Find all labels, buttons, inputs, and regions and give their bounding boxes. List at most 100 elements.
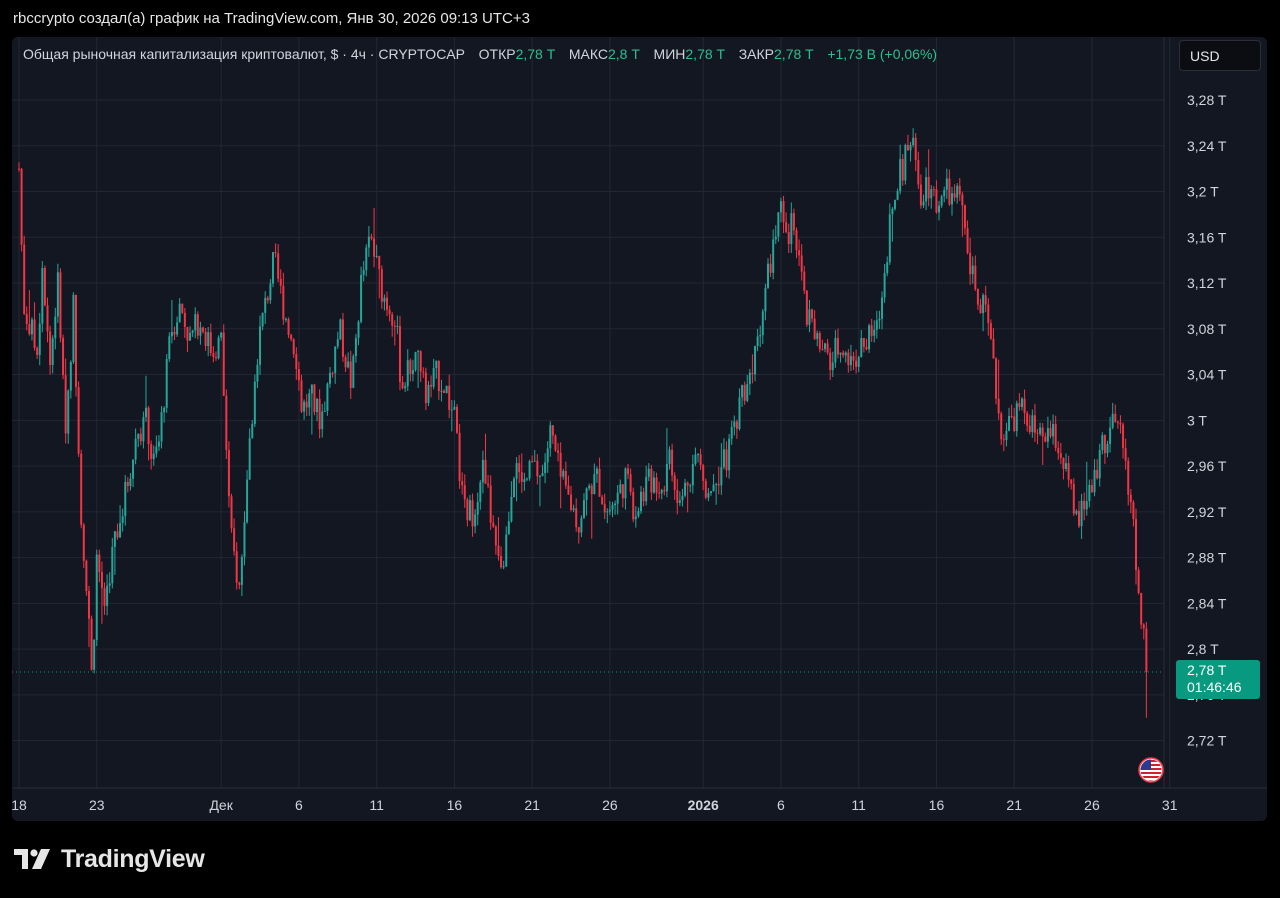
candle-body [238, 582, 241, 585]
x-tick-label: 21 [1006, 797, 1022, 813]
us-flag-event-icon[interactable] [1138, 757, 1164, 783]
candle-body [598, 468, 601, 497]
candle-body [505, 534, 508, 567]
candle-body [738, 397, 741, 429]
candle-body [541, 473, 544, 477]
candle-body [709, 491, 712, 494]
y-tick-label: 2,92 T [1187, 504, 1227, 520]
candle-body [536, 460, 539, 477]
candle-body [935, 189, 938, 213]
x-tick-label: Дек [209, 797, 233, 813]
candle-body [704, 480, 707, 498]
tradingview-logo[interactable]: TradingView [14, 843, 205, 875]
candle-body [417, 351, 420, 353]
candle-body [958, 185, 961, 195]
candle-body [108, 583, 111, 586]
candle-body [730, 426, 733, 439]
candle-body [632, 491, 635, 520]
candle-body [912, 137, 915, 146]
candle-body [269, 283, 272, 301]
candle-body [233, 528, 236, 552]
candle-body [741, 385, 744, 398]
candle-body [227, 449, 230, 497]
chart-panel[interactable]: 3,28 T 3,24 T 3,2 T 3,16 T 3,12 T 3,08 T 3,04 … [12, 37, 1267, 821]
candle-body [671, 449, 674, 476]
candle-body [256, 364, 259, 382]
candle-body [650, 468, 653, 493]
candle-body [616, 492, 619, 504]
candle-body [214, 357, 217, 359]
candle-body [857, 357, 860, 367]
candle-body [746, 383, 749, 401]
candle-body [634, 516, 637, 520]
candle-body [455, 406, 458, 433]
candle-body [621, 484, 624, 499]
plot-background [12, 37, 1267, 821]
candle-body [1052, 423, 1055, 437]
candle-body [627, 468, 630, 475]
candle-body [54, 316, 57, 339]
candle-body [56, 272, 59, 317]
candle-body [816, 333, 819, 339]
candle-body [1116, 421, 1119, 423]
candle-body [103, 588, 106, 606]
candle-body [624, 468, 627, 499]
candlestick-chart[interactable]: 3,28 T 3,24 T 3,2 T 3,16 T 3,12 T 3,08 T 3,04 … [12, 37, 1267, 821]
high-value: 2,8 T [608, 46, 640, 62]
candle-body [248, 438, 251, 480]
candle-body [502, 566, 505, 568]
candle-body [984, 295, 987, 305]
candle-body [515, 463, 518, 479]
candle-body [525, 478, 528, 480]
candle-body [940, 196, 943, 206]
candle-body [476, 501, 479, 515]
candle-body [533, 460, 536, 462]
candle-body [386, 297, 389, 310]
candle-body [246, 479, 249, 523]
candle-body [1127, 460, 1130, 495]
candle-body [51, 338, 54, 365]
candle-body [567, 485, 570, 495]
candle-body [963, 205, 966, 229]
candle-body [401, 381, 404, 389]
candle-body [766, 263, 769, 288]
candle-body [121, 516, 124, 524]
candle-body [779, 201, 782, 213]
candle-body [1010, 416, 1013, 418]
candle-body [754, 346, 757, 375]
candle-body [870, 325, 873, 336]
candle-body [471, 500, 474, 527]
candle-body [684, 482, 687, 496]
candle-body [919, 184, 922, 206]
candle-body [49, 331, 52, 365]
candle-body [170, 331, 173, 337]
candle-body [59, 272, 62, 338]
candle-body [1114, 413, 1117, 422]
candle-body [69, 362, 72, 391]
candle-body [28, 323, 31, 335]
x-tick-label: 21 [524, 797, 540, 813]
candle-body [1026, 413, 1029, 426]
candle-body [764, 287, 767, 312]
candle-body [424, 372, 427, 404]
candle-body [209, 332, 212, 354]
y-tick-label: 3,28 T [1187, 92, 1227, 108]
currency-button[interactable]: USD [1179, 40, 1261, 71]
candle-body [805, 290, 808, 325]
candle-body [909, 145, 912, 151]
candle-body [435, 360, 438, 369]
candle-body [432, 368, 435, 387]
candle-body [466, 499, 469, 521]
candle-body [640, 491, 642, 512]
candle-body [225, 395, 228, 450]
candle-body [411, 370, 414, 374]
candle-body [1046, 428, 1049, 442]
candle-body [360, 274, 363, 322]
candle-body [818, 333, 821, 350]
candle-body [1109, 427, 1112, 445]
candle-body [440, 390, 443, 392]
candle-body [834, 338, 837, 363]
candle-body [549, 425, 552, 449]
candle-body [663, 490, 666, 492]
candle-body [85, 560, 88, 591]
